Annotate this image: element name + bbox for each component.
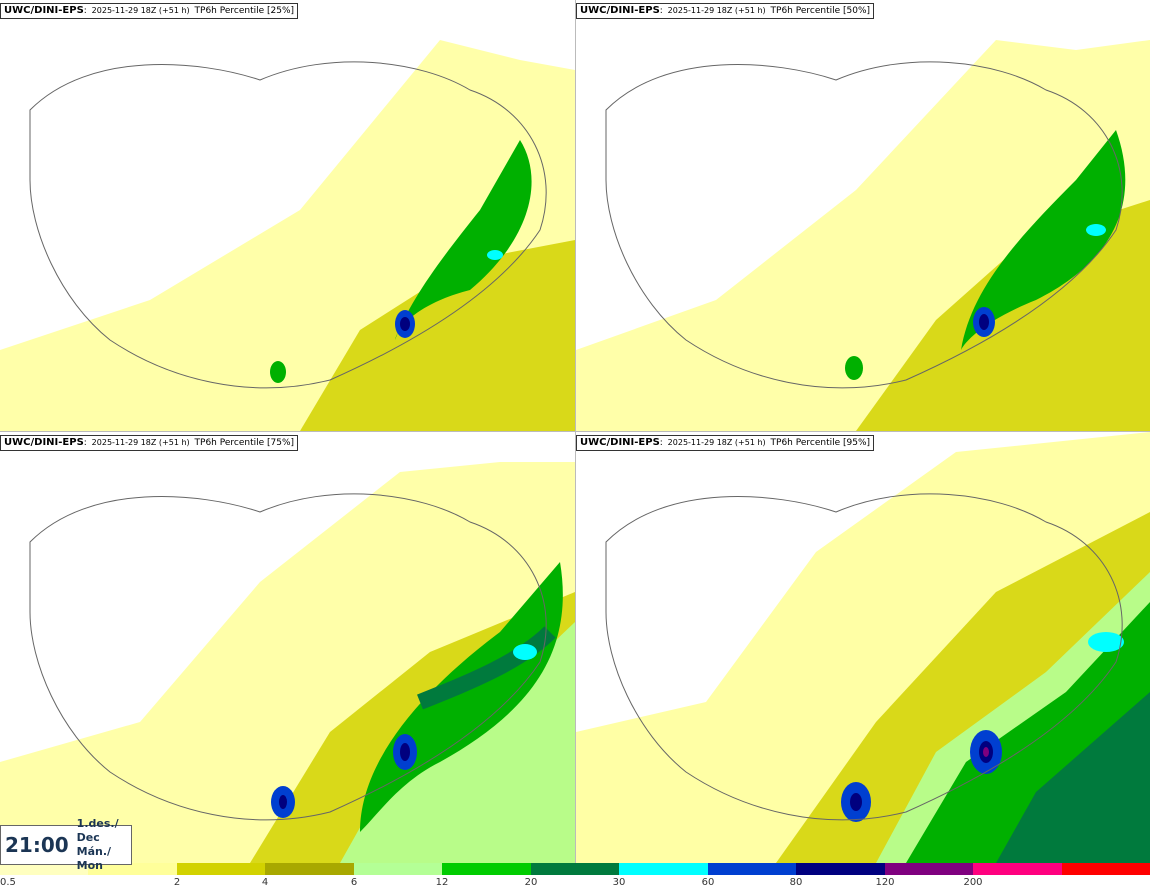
model-name: UWC/DINI-EPS	[4, 5, 84, 16]
model-name: UWC/DINI-EPS	[4, 437, 84, 448]
field-name: TP6h Percentile [75%]	[194, 438, 295, 448]
run-time: 2025-11-29 18Z (+51 h)	[667, 6, 766, 15]
legend-label: 4	[261, 877, 269, 888]
legend-label: 20	[524, 877, 538, 888]
legend-colorbar	[0, 863, 1150, 875]
legend-swatch	[88, 863, 177, 875]
model-name: UWC/DINI-EPS	[580, 5, 660, 16]
legend-label: 60	[701, 877, 715, 888]
panel-title: UWC/DINI-EPS: 2025-11-29 18Z (+51 h) TP6…	[0, 435, 299, 451]
legend-swatch	[442, 863, 531, 875]
map-panel-p75: UWC/DINI-EPS: 2025-11-29 18Z (+51 h) TP6…	[0, 432, 575, 863]
legend-label: 200	[963, 877, 983, 888]
legend-swatch	[973, 863, 1062, 875]
legend-swatch	[707, 863, 797, 875]
legend-label: 12	[435, 877, 449, 888]
precip-map-p50	[576, 0, 1150, 431]
valid-time-box: 21:00 1.des./ Dec Mán./ Mon	[0, 817, 132, 872]
legend-swatch	[353, 863, 443, 875]
legend-label: 6	[350, 877, 358, 888]
run-time: 2025-11-29 18Z (+51 h)	[91, 438, 190, 447]
valid-time-dates: 1.des./ Dec Mán./ Mon	[77, 817, 131, 873]
legend-label: 80	[789, 877, 803, 888]
legend-swatch	[619, 863, 708, 875]
panel-divider-horizontal	[0, 431, 1150, 432]
field-name: TP6h Percentile [50%]	[770, 6, 871, 16]
field-name: TP6h Percentile [95%]	[770, 438, 871, 448]
field-name: TP6h Percentile [25%]	[194, 6, 295, 16]
panel-title: UWC/DINI-EPS: 2025-11-29 18Z (+51 h) TP6…	[576, 435, 875, 451]
panel-title: UWC/DINI-EPS: 2025-11-29 18Z (+51 h) TP6…	[576, 3, 875, 19]
legend-swatch	[0, 863, 89, 875]
legend-swatch	[884, 863, 974, 875]
run-time: 2025-11-29 18Z (+51 h)	[91, 6, 190, 15]
precip-map-p25	[0, 0, 575, 431]
map-panel-p25: UWC/DINI-EPS: 2025-11-29 18Z (+51 h) TP6…	[0, 0, 575, 431]
model-name: UWC/DINI-EPS	[580, 437, 660, 448]
precip-map-p95	[576, 432, 1150, 863]
valid-time-clock: 21:00	[5, 833, 69, 857]
panel-title: UWC/DINI-EPS: 2025-11-29 18Z (+51 h) TP6…	[0, 3, 299, 19]
legend-label: 2	[173, 877, 181, 888]
legend-label: 120	[875, 877, 895, 888]
legend-swatch	[796, 863, 885, 875]
legend-label: 0.5	[0, 877, 16, 888]
legend-swatch	[176, 863, 266, 875]
map-panel-p95: UWC/DINI-EPS: 2025-11-29 18Z (+51 h) TP6…	[576, 432, 1150, 863]
valid-date: 1.des./ Dec	[76, 817, 119, 844]
legend-swatch	[530, 863, 620, 875]
run-time: 2025-11-29 18Z (+51 h)	[667, 438, 766, 447]
precip-legend: 0.5 2 4 6 12 20 30 60 80 120 200	[0, 863, 1150, 891]
precip-map-p75	[0, 432, 575, 863]
legend-swatch	[265, 863, 354, 875]
map-panel-p50: UWC/DINI-EPS: 2025-11-29 18Z (+51 h) TP6…	[576, 0, 1150, 431]
valid-weekday: Mán./ Mon	[76, 845, 112, 872]
legend-swatch	[1061, 863, 1150, 875]
legend-label: 30	[612, 877, 626, 888]
